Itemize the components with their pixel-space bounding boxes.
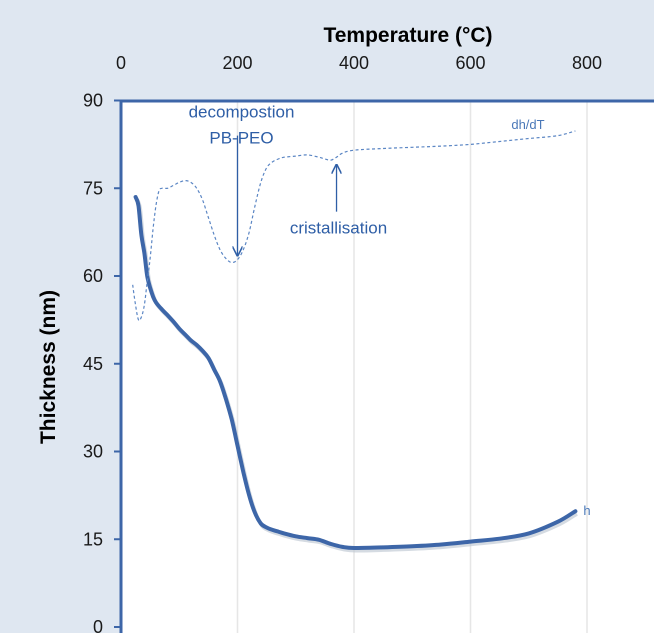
x-tick-label: 0 [116, 53, 126, 73]
x-tick-label: 200 [222, 53, 252, 73]
annotation-text: PB-PEO [209, 129, 273, 148]
x-tick-label: 800 [572, 53, 602, 73]
series-label: dh/dT [511, 117, 544, 132]
y-tick-label: 15 [83, 529, 103, 549]
annotation-text: cristallisation [290, 219, 387, 238]
x-tick-label: 600 [455, 53, 485, 73]
series-label: h [583, 503, 590, 518]
y-tick-label: 75 [83, 178, 103, 198]
y-tick-label: 30 [83, 442, 103, 462]
y-tick-label: 45 [83, 354, 103, 374]
y-tick-label: 90 [83, 91, 103, 111]
y-tick-label: 60 [83, 266, 103, 286]
plot-area [121, 101, 654, 633]
y-tick-label: 0 [93, 617, 103, 633]
annotation-text: decompostion [189, 103, 295, 122]
x-tick-label: 400 [339, 53, 369, 73]
y-axis-title: Thickness (nm) [37, 290, 60, 444]
x-axis-title: Temperature (°C) [323, 24, 492, 47]
